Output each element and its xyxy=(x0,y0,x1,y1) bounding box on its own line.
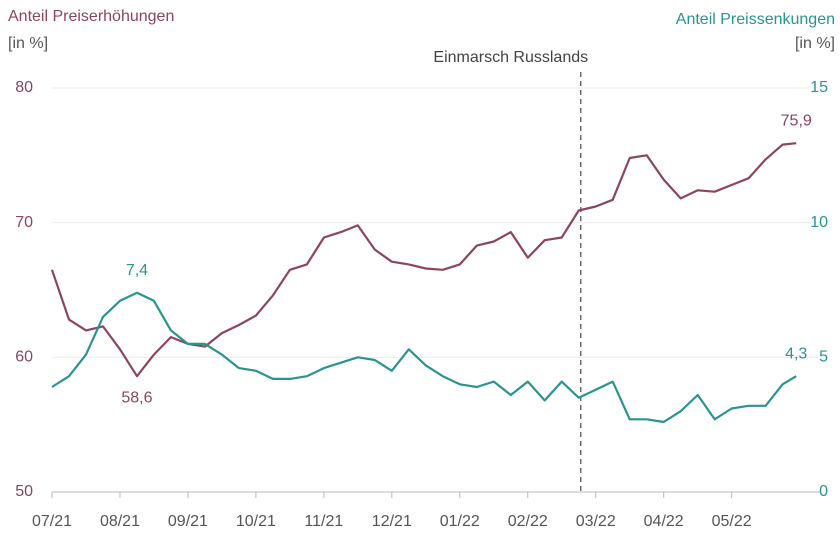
data-label: 75,9 xyxy=(781,112,812,129)
x-tick-label: 02/22 xyxy=(508,513,548,530)
y-tick-label: 80 xyxy=(15,79,33,96)
x-tick-label: 01/22 xyxy=(440,513,480,530)
y-tick-label: 50 xyxy=(15,483,33,500)
y-tick-label: 60 xyxy=(15,349,33,366)
y2-tick-label: 0 xyxy=(819,483,828,500)
annotation-text: Einmarsch Russlands xyxy=(433,49,588,66)
x-tick-label: 03/22 xyxy=(576,513,616,530)
x-tick-label: 10/21 xyxy=(236,513,276,530)
y-tick-label: 70 xyxy=(15,214,33,231)
x-tick-label: 07/21 xyxy=(32,513,72,530)
left-axis-unit: [in %] xyxy=(8,35,48,52)
y2-tick-label: 15 xyxy=(810,79,828,96)
x-tick-label: 09/21 xyxy=(168,513,208,530)
x-tick-label: 04/22 xyxy=(644,513,684,530)
right-axis-unit: [in %] xyxy=(795,35,835,52)
series-line xyxy=(50,142,797,378)
right-axis-title: Anteil Preissenkungen xyxy=(676,11,835,28)
x-tick-label: 08/21 xyxy=(100,513,140,530)
x-tick-label: 12/21 xyxy=(372,513,412,530)
data-label: 58,6 xyxy=(121,389,152,406)
y2-tick-label: 5 xyxy=(819,349,828,366)
left-axis-title: Anteil Preiserhöhungen xyxy=(8,8,174,25)
data-label: 4,3 xyxy=(785,345,807,362)
y2-tick-label: 10 xyxy=(810,214,828,231)
x-tick-label: 05/22 xyxy=(712,513,752,530)
x-tick-label: 11/21 xyxy=(304,513,343,530)
series-line xyxy=(51,291,797,424)
data-label: 7,4 xyxy=(126,262,148,279)
